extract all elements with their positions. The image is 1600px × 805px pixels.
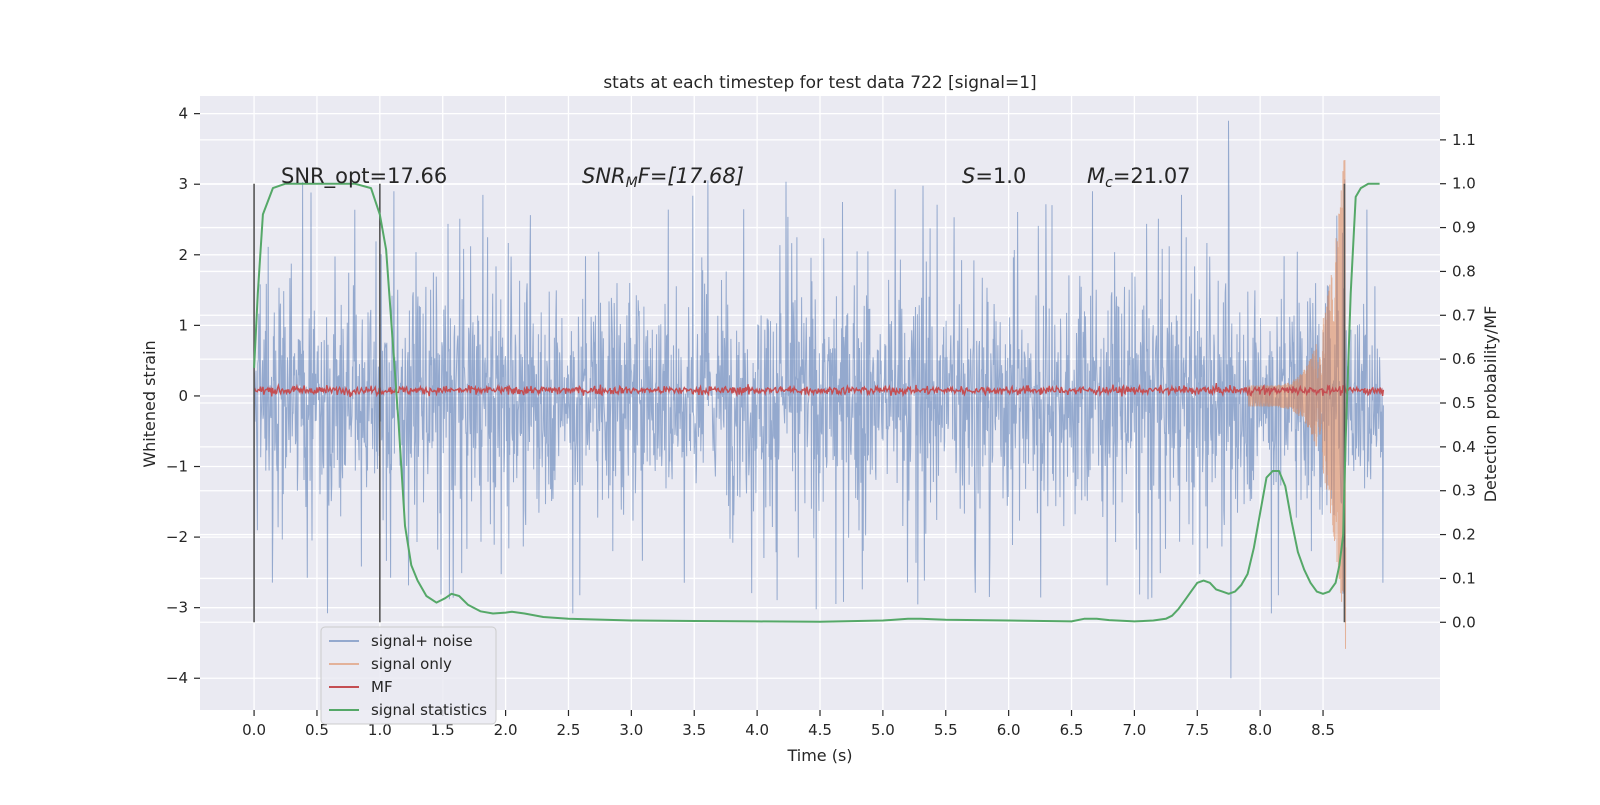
signal-statistics-series	[253, 182, 1380, 623]
y-tick-label: −1	[166, 458, 188, 476]
series-mf-line	[253, 382, 1385, 398]
annotation-snr-mf-sub: M	[626, 175, 638, 191]
y-right-tick-label: 0.8	[1452, 262, 1476, 280]
x-tick-label: 6.5	[1060, 721, 1084, 739]
y-tick-label: 1	[178, 316, 188, 334]
series-signal-noise-line	[253, 120, 1384, 679]
signal-noise-series	[253, 120, 1384, 679]
x-tick-label: 4.5	[808, 721, 832, 739]
y-right-axis-label: Detection probability/MF	[1481, 306, 1500, 503]
annotation-s: S=1.0	[962, 164, 1026, 188]
y-right-tick-label: 0.0	[1452, 613, 1476, 631]
y-tick-label: 4	[178, 105, 188, 123]
x-tick-label: 8.5	[1311, 721, 1335, 739]
x-tick-label: 6.0	[997, 721, 1021, 739]
annotation-snr-mf-rest: F=[17.68]	[638, 164, 744, 188]
annotation-s-value: =1.0	[975, 164, 1026, 188]
annotation-s-label: S	[962, 164, 975, 188]
y-tick-label: −3	[166, 599, 188, 617]
y-right-tick-label: 0.9	[1452, 219, 1476, 237]
x-tick-label: 0.5	[305, 721, 329, 739]
x-tick-label: 5.5	[934, 721, 958, 739]
y-right-tick-label: 0.1	[1452, 569, 1476, 587]
x-axis-label: Time (s)	[786, 746, 852, 765]
legend-label-signal-statistics: signal statistics	[371, 701, 487, 719]
annotation-mc-value: =21.07	[1113, 164, 1191, 188]
legend-label-signal-noise: signal+ noise	[371, 632, 473, 650]
x-tick-label: 8.0	[1248, 721, 1272, 739]
annotation-snr-mf: SNRMF=[17.68]	[582, 164, 744, 191]
y-right-tick-label: 0.6	[1452, 350, 1476, 368]
legend-box	[320, 626, 497, 725]
x-tick-label: 3.0	[619, 721, 643, 739]
y-right-tick-label: 0.4	[1452, 438, 1476, 456]
x-tick-label: 7.5	[1185, 721, 1209, 739]
x-tick-label: 1.0	[368, 721, 392, 739]
y-tick-label: −4	[166, 669, 188, 687]
y-tick-label: 2	[178, 246, 188, 264]
signal-only-series	[1247, 159, 1347, 649]
annotation-mc-sub: c	[1105, 175, 1113, 191]
x-tick-label: 3.5	[682, 721, 706, 739]
y-right-tick-label: 0.5	[1452, 394, 1476, 412]
y-tick-label: 3	[178, 175, 188, 193]
x-tick-label: 7.0	[1122, 721, 1146, 739]
x-tick-label: 2.5	[557, 721, 581, 739]
axis-ticks: 0.0 0.5 1.0 1.5 2.0 2.5 3.0 3.5 4.0 4.5 5.0 5.5 6.0 6…	[166, 105, 1476, 739]
series-signal-only-line	[1247, 159, 1347, 649]
y-right-tick-label: 0.3	[1452, 482, 1476, 500]
y-right-tick-label: 0.2	[1452, 526, 1476, 544]
y-right-tick-label: 1.0	[1452, 175, 1476, 193]
annotation-mc-label: M	[1087, 164, 1105, 188]
y-axis-label: Whitened strain	[140, 340, 159, 467]
x-tick-label: 1.5	[431, 721, 455, 739]
chart-title: stats at each timestep for test data 722…	[603, 73, 1036, 93]
annotation-snr-opt: SNR_opt=17.66	[281, 164, 447, 189]
vertical-markers	[253, 183, 1346, 623]
legend: signal+ noise signal only MF signal stat…	[320, 626, 497, 725]
mf-series	[253, 382, 1385, 398]
annotation-snr-mf-label: SNR	[582, 164, 626, 188]
y-right-tick-label: 0.7	[1452, 306, 1476, 324]
annotation-mc: Mc=21.07	[1087, 164, 1191, 191]
y-right-tick-label: 1.1	[1452, 131, 1476, 149]
x-tick-label: 4.0	[745, 721, 769, 739]
series-signal-statistics-line	[253, 182, 1380, 623]
x-tick-label: 2.0	[494, 721, 518, 739]
legend-label-mf: MF	[371, 678, 393, 696]
y-tick-label: 0	[178, 387, 188, 405]
x-tick-label: 5.0	[871, 721, 895, 739]
y-tick-label: −2	[166, 528, 188, 546]
legend-label-signal-only: signal only	[371, 655, 452, 673]
x-tick-label: 0.0	[242, 721, 266, 739]
